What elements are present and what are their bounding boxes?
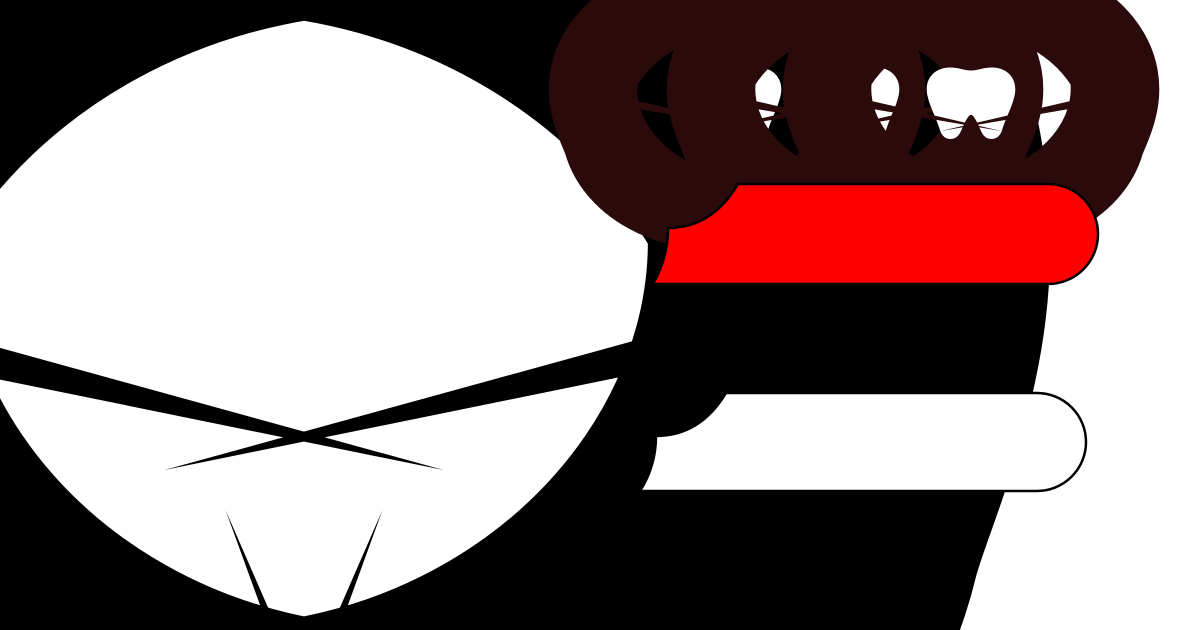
toothbrush-handle-icon: [651, 182, 1100, 286]
small-teeth-row: [693, 67, 1016, 139]
toothbrush-handle-icon: [638, 391, 1088, 493]
large-tooth-icon: [103, 126, 505, 513]
